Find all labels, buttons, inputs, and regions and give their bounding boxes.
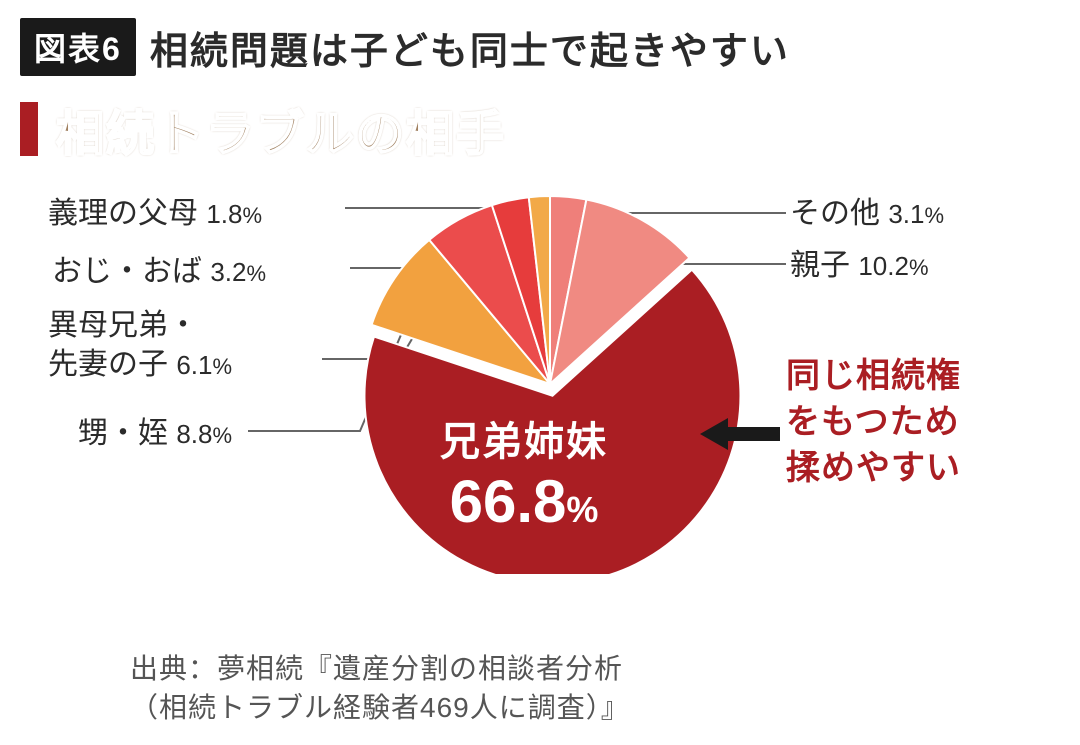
label-inlaw-text: 義理の父母 — [48, 197, 198, 230]
figure-title: 相続問題は子ども同士で起きやすい — [150, 20, 790, 75]
label-inlaw-value: 1.8 — [206, 199, 242, 229]
annotation-line-3: 揉めやすい — [786, 446, 961, 492]
figure-badge: 図表6 — [20, 18, 136, 76]
center-label-siblings: 兄弟姉妹 66.8% — [440, 409, 608, 536]
label-halfsib-line2: 先妻の子 — [48, 348, 168, 381]
label-halfsib-value: 6.1 — [176, 350, 212, 380]
label-halfsib: 異母兄弟・ 先妻の子 6.1% — [48, 306, 232, 384]
label-halfsib-line1: 異母兄弟・ — [48, 309, 198, 342]
center-label-name: 兄弟姉妹 — [440, 409, 608, 467]
chart-area: その他 3.1% 親子 10.2% 義理の父母 1.8% おじ・おば 3.2% … — [0, 164, 1080, 644]
label-uncle-text: おじ・おば — [52, 255, 202, 288]
label-inlaw: 義理の父母 1.8% — [48, 194, 262, 233]
label-other: その他 3.1% — [790, 194, 944, 233]
label-nephew-value: 8.8 — [176, 419, 212, 449]
label-parent-value: 10.2 — [858, 251, 909, 281]
label-uncle-value: 3.2 — [210, 257, 246, 287]
label-nephew-text: 甥・姪 — [78, 417, 168, 450]
source-line-1: 出典：夢相続『遺産分割の相談者分析 — [130, 649, 630, 688]
label-nephew: 甥・姪 8.8% — [78, 414, 232, 453]
subtitle-accent-bar — [20, 102, 38, 156]
label-uncle: おじ・おば 3.2% — [52, 252, 266, 291]
source-line-2: （相続トラブル経験者469人に調査）』 — [130, 688, 630, 727]
annotation-line-2: をもつため — [786, 400, 961, 446]
center-label-value: 66.8 — [450, 468, 567, 535]
label-other-text: その他 — [790, 197, 880, 230]
label-other-value: 3.1 — [888, 199, 924, 229]
chart-subtitle: 相続トラブルの相手 — [56, 94, 506, 164]
annotation-text: 同じ相続権 をもつため 揉めやすい — [786, 354, 961, 492]
label-parent: 親子 10.2% — [790, 246, 929, 285]
annotation-arrow-icon — [700, 414, 780, 454]
source-citation: 出典：夢相続『遺産分割の相談者分析 （相続トラブル経験者469人に調査）』 — [130, 649, 630, 727]
annotation-line-1: 同じ相続権 — [786, 354, 961, 400]
label-parent-text: 親子 — [790, 249, 850, 282]
